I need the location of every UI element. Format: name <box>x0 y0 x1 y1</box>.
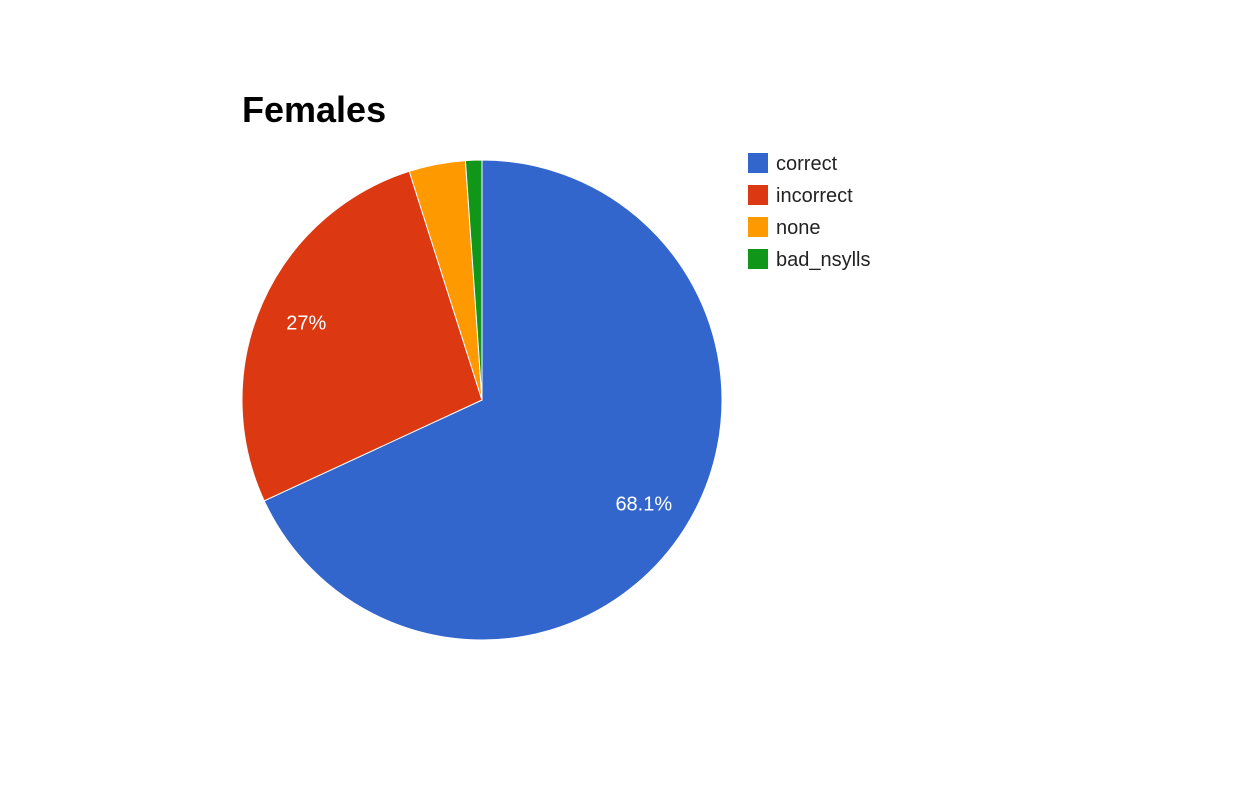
pie-slice-labels: 68.1% 27% <box>286 313 672 516</box>
chart-title: Females <box>242 89 386 130</box>
legend-label: correct <box>776 153 838 175</box>
legend-swatch <box>748 153 768 173</box>
legend-swatch <box>748 185 768 205</box>
pie-slices <box>241 159 723 641</box>
legend-label: bad_nsylls <box>776 249 871 271</box>
legend-label: none <box>776 217 821 239</box>
legend-item-correct[interactable]: correct <box>748 153 838 175</box>
legend-swatch <box>748 217 768 237</box>
pie-slice-correct[interactable] <box>263 159 723 641</box>
legend-swatch <box>748 249 768 269</box>
legend-item-bad-nsylls[interactable]: bad_nsylls <box>748 249 871 271</box>
pie-slice-bad-nsylls[interactable] <box>464 159 483 401</box>
legend-item-none[interactable]: none <box>748 217 821 239</box>
legend-item-incorrect[interactable]: incorrect <box>748 185 853 207</box>
slice-label-incorrect: 27% <box>286 313 326 335</box>
slice-label-correct: 68.1% <box>615 493 672 515</box>
pie-slice-incorrect[interactable] <box>241 170 483 502</box>
legend: correct incorrect none bad_nsylls <box>748 153 871 271</box>
legend-label: incorrect <box>776 185 853 207</box>
